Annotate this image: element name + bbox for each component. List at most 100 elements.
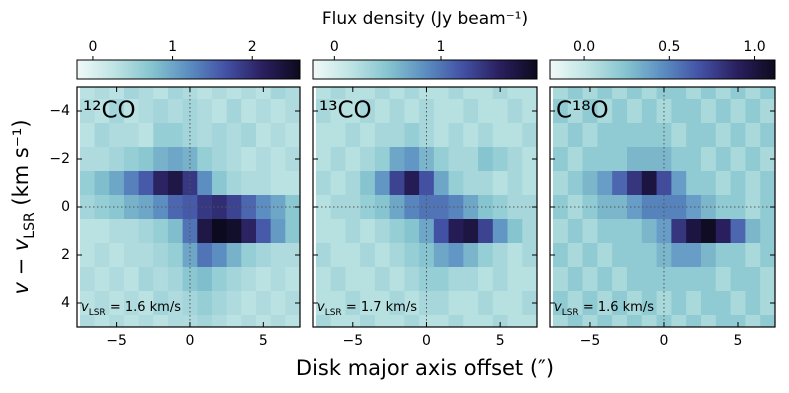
cell — [226, 267, 242, 292]
x-tick-label: 5 — [734, 333, 743, 349]
cell — [433, 267, 450, 292]
cell — [330, 171, 346, 196]
cell — [197, 123, 213, 148]
cell — [374, 171, 391, 196]
cell — [671, 123, 687, 148]
cell — [463, 123, 479, 148]
cell — [478, 315, 494, 327]
cell — [94, 99, 110, 124]
cell — [211, 291, 228, 316]
cell — [404, 243, 420, 268]
cell — [211, 87, 228, 100]
x-tick-label: 5 — [496, 333, 505, 349]
cell — [522, 219, 537, 244]
cell — [123, 171, 140, 196]
cell — [745, 123, 761, 148]
cell — [492, 87, 509, 100]
cell — [123, 195, 140, 220]
cell — [123, 267, 140, 292]
x-tick-label: 0 — [186, 333, 195, 349]
cell — [123, 123, 140, 148]
cell — [153, 219, 169, 244]
cell — [79, 291, 96, 316]
cell — [404, 147, 420, 172]
cell — [360, 315, 376, 327]
cell — [389, 99, 405, 124]
x-tick-label: 5 — [259, 333, 268, 349]
cell — [79, 123, 96, 148]
cell — [463, 147, 479, 172]
cell — [641, 243, 658, 268]
cell — [715, 99, 732, 124]
cell — [285, 171, 300, 196]
cell — [522, 291, 537, 316]
cell — [374, 123, 391, 148]
cell — [138, 147, 154, 172]
cell — [478, 87, 494, 100]
cell — [492, 243, 509, 268]
cell — [167, 243, 184, 268]
cell — [552, 147, 569, 172]
cell — [255, 291, 272, 316]
cell — [374, 291, 391, 316]
cell — [270, 267, 286, 292]
cell — [730, 171, 746, 196]
cell — [730, 123, 746, 148]
cell — [492, 99, 509, 124]
y-tick-label: 2 — [61, 247, 70, 263]
cell — [79, 315, 96, 327]
colorbar-tick-label: 0 — [330, 39, 339, 55]
cell — [641, 267, 658, 292]
cell — [507, 171, 523, 196]
cell — [700, 123, 717, 148]
cell — [182, 315, 198, 327]
cell — [715, 219, 732, 244]
cell — [123, 99, 140, 124]
cell — [404, 99, 420, 124]
cell — [79, 195, 96, 220]
cell — [597, 195, 613, 220]
cell — [612, 171, 628, 196]
cell — [167, 195, 184, 220]
cell — [760, 315, 775, 327]
colorbar — [76, 59, 301, 80]
cell — [315, 171, 332, 196]
cell — [463, 219, 479, 244]
cell — [715, 243, 732, 268]
cell — [612, 123, 628, 148]
cell — [360, 171, 376, 196]
cell — [522, 171, 537, 196]
cell — [360, 195, 376, 220]
cell — [686, 171, 702, 196]
cell — [360, 87, 376, 100]
cell — [686, 99, 702, 124]
cell — [582, 147, 598, 172]
cell — [255, 123, 272, 148]
cell — [730, 291, 746, 316]
cell — [241, 123, 257, 148]
cell — [448, 243, 464, 268]
cell — [730, 267, 746, 292]
cell — [138, 171, 154, 196]
cell — [315, 315, 332, 327]
cell — [730, 87, 746, 100]
panel-label: ¹²CO — [83, 98, 136, 124]
cell — [656, 87, 672, 100]
cell — [448, 267, 464, 292]
cell — [478, 123, 494, 148]
cell — [255, 171, 272, 196]
cell — [167, 267, 184, 292]
cell — [345, 171, 361, 196]
cell — [448, 195, 464, 220]
cell — [404, 291, 420, 316]
colorbar — [312, 59, 538, 80]
cell — [330, 243, 346, 268]
cell — [612, 99, 628, 124]
cell — [109, 315, 125, 327]
cell — [507, 195, 523, 220]
cell — [285, 87, 300, 100]
cell — [671, 87, 687, 100]
cell — [123, 219, 140, 244]
cell — [433, 243, 450, 268]
cell — [360, 291, 376, 316]
